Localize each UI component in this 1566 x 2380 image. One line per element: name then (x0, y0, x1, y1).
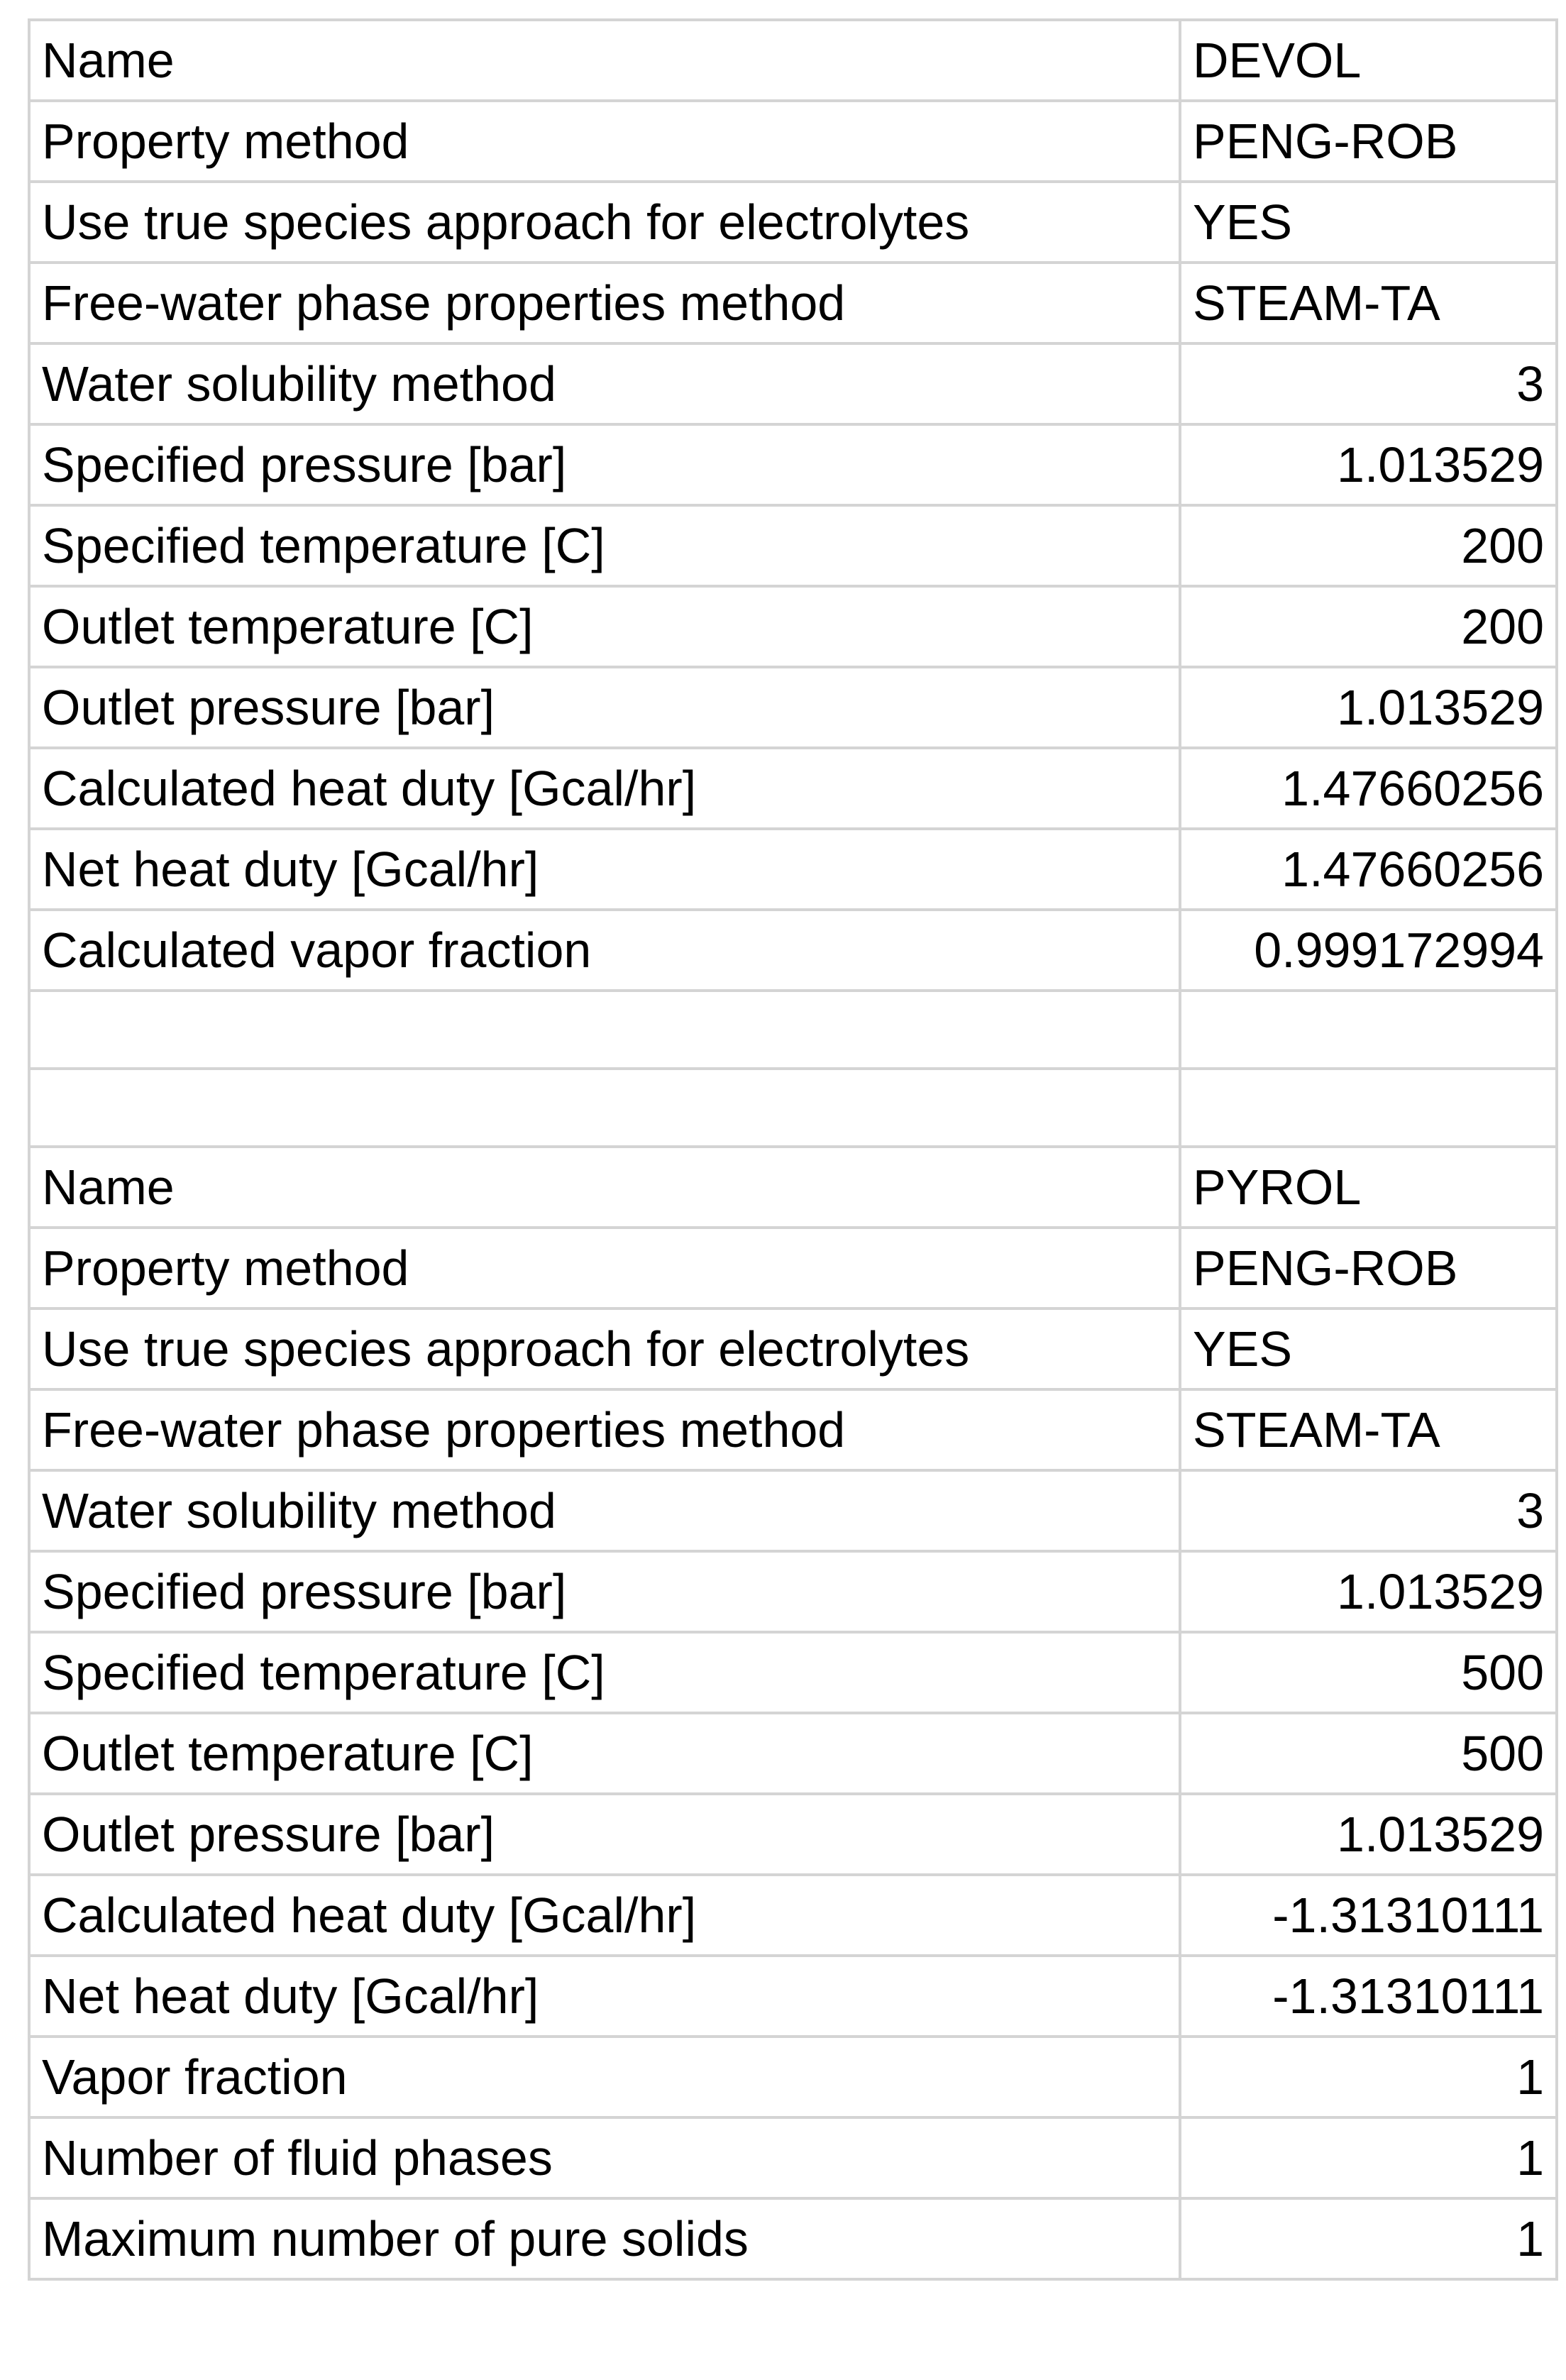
row-value-cell[interactable]: 3 (1179, 1469, 1558, 1553)
row-label-cell[interactable]: Calculated vapor fraction (28, 908, 1181, 992)
row-value-cell[interactable]: PYROL (1179, 1145, 1558, 1229)
table-row: Number of fluid phases 1 (28, 2116, 1558, 2200)
table-row: Use true species approach for electrolyt… (28, 1307, 1558, 1391)
empty-row (28, 1067, 1558, 1148)
row-value-cell[interactable]: 500 (1179, 1712, 1558, 1795)
row-label-cell[interactable]: Water solubility method (28, 342, 1181, 426)
row-label-cell[interactable]: Specified pressure [bar] (28, 1550, 1181, 1634)
table-row: Maximum number of pure solids 1 (28, 2197, 1558, 2281)
table-row: Outlet temperature [C] 200 (28, 585, 1558, 668)
row-value-cell[interactable]: PENG-ROB (1179, 1226, 1558, 1310)
row-value-cell[interactable]: YES (1179, 1307, 1558, 1391)
row-value-cell[interactable]: 1 (1179, 2197, 1558, 2281)
row-label-cell[interactable] (28, 1067, 1181, 1148)
row-value-cell[interactable]: -1.31310111 (1179, 1873, 1558, 1957)
table-row: Vapor fraction 1 (28, 2035, 1558, 2119)
row-label-cell[interactable] (28, 989, 1181, 1070)
table-row: Specified temperature [C] 200 (28, 504, 1558, 588)
row-label-cell[interactable]: Specified pressure [bar] (28, 423, 1181, 507)
row-label-cell[interactable]: Maximum number of pure solids (28, 2197, 1181, 2281)
row-label-cell[interactable]: Free-water phase properties method (28, 261, 1181, 345)
row-label-cell[interactable]: Property method (28, 99, 1181, 183)
table-row: Water solubility method 3 (28, 342, 1558, 426)
table-row: Name DEVOL (28, 18, 1558, 102)
table-row: Use true species approach for electrolyt… (28, 180, 1558, 264)
row-label-cell[interactable]: Net heat duty [Gcal/hr] (28, 1954, 1181, 2038)
table-row: Calculated vapor fraction 0.999172994 (28, 908, 1558, 992)
row-label-cell[interactable]: Use true species approach for electrolyt… (28, 180, 1181, 264)
row-value-cell[interactable]: 1 (1179, 2116, 1558, 2200)
table-row: Property method PENG-ROB (28, 99, 1558, 183)
row-label-cell[interactable]: Outlet pressure [bar] (28, 1792, 1181, 1876)
table-row: Specified pressure [bar] 1.013529 (28, 1550, 1558, 1634)
row-value-cell[interactable]: 1.013529 (1179, 1792, 1558, 1876)
row-label-cell[interactable]: Vapor fraction (28, 2035, 1181, 2119)
row-value-cell[interactable]: 200 (1179, 585, 1558, 668)
spreadsheet-table: Name DEVOL Property method PENG-ROB Use true… (28, 18, 1558, 2281)
row-value-cell[interactable]: 500 (1179, 1631, 1558, 1714)
table-row: Net heat duty [Gcal/hr] -1.31310111 (28, 1954, 1558, 2038)
row-value-cell[interactable]: 3 (1179, 342, 1558, 426)
row-label-cell[interactable]: Property method (28, 1226, 1181, 1310)
row-label-cell[interactable]: Calculated heat duty [Gcal/hr] (28, 1873, 1181, 1957)
row-label-cell[interactable]: Net heat duty [Gcal/hr] (28, 827, 1181, 911)
row-value-cell[interactable]: 1.013529 (1179, 423, 1558, 507)
row-value-cell[interactable]: 1.013529 (1179, 1550, 1558, 1634)
row-value-cell[interactable]: 1 (1179, 2035, 1558, 2119)
row-label-cell[interactable]: Use true species approach for electrolyt… (28, 1307, 1181, 1391)
table-row: Specified temperature [C] 500 (28, 1631, 1558, 1714)
table-row: Outlet pressure [bar] 1.013529 (28, 666, 1558, 749)
table-row: Calculated heat duty [Gcal/hr] -1.3131011… (28, 1873, 1558, 1957)
table-row: Specified pressure [bar] 1.013529 (28, 423, 1558, 507)
row-value-cell[interactable]: STEAM-TA (1179, 1388, 1558, 1472)
row-value-cell[interactable]: -1.31310111 (1179, 1954, 1558, 2038)
row-label-cell[interactable]: Calculated heat duty [Gcal/hr] (28, 746, 1181, 830)
table-row: Outlet pressure [bar] 1.013529 (28, 1792, 1558, 1876)
row-value-cell[interactable]: 0.999172994 (1179, 908, 1558, 992)
table-row: Name PYROL (28, 1145, 1558, 1229)
row-value-cell[interactable]: 1.47660256 (1179, 746, 1558, 830)
table-row: Calculated heat duty [Gcal/hr] 1.47660256 (28, 746, 1558, 830)
row-label-cell[interactable]: Free-water phase properties method (28, 1388, 1181, 1472)
row-label-cell[interactable]: Outlet temperature [C] (28, 1712, 1181, 1795)
row-label-cell[interactable]: Name (28, 1145, 1181, 1229)
row-label-cell[interactable]: Outlet temperature [C] (28, 585, 1181, 668)
row-value-cell[interactable]: YES (1179, 180, 1558, 264)
row-value-cell[interactable]: 1.47660256 (1179, 827, 1558, 911)
empty-row (28, 989, 1558, 1070)
row-label-cell[interactable]: Name (28, 18, 1181, 102)
row-value-cell[interactable]: 200 (1179, 504, 1558, 588)
table-row: Free-water phase properties method STEAM-… (28, 1388, 1558, 1472)
row-value-cell[interactable]: 1.013529 (1179, 666, 1558, 749)
spreadsheet-body: Name DEVOL Property method PENG-ROB Use true… (28, 18, 1558, 2281)
row-value-cell[interactable] (1179, 989, 1558, 1070)
table-row: Property method PENG-ROB (28, 1226, 1558, 1310)
row-label-cell[interactable]: Specified temperature [C] (28, 504, 1181, 588)
row-label-cell[interactable]: Outlet pressure [bar] (28, 666, 1181, 749)
row-label-cell[interactable]: Number of fluid phases (28, 2116, 1181, 2200)
table-row: Water solubility method 3 (28, 1469, 1558, 1553)
table-row: Outlet temperature [C] 500 (28, 1712, 1558, 1795)
row-label-cell[interactable]: Specified temperature [C] (28, 1631, 1181, 1714)
row-value-cell[interactable] (1179, 1067, 1558, 1148)
row-value-cell[interactable]: PENG-ROB (1179, 99, 1558, 183)
row-label-cell[interactable]: Water solubility method (28, 1469, 1181, 1553)
row-value-cell[interactable]: DEVOL (1179, 18, 1558, 102)
row-value-cell[interactable]: STEAM-TA (1179, 261, 1558, 345)
table-row: Free-water phase properties method STEAM-… (28, 261, 1558, 345)
table-row: Net heat duty [Gcal/hr] 1.47660256 (28, 827, 1558, 911)
